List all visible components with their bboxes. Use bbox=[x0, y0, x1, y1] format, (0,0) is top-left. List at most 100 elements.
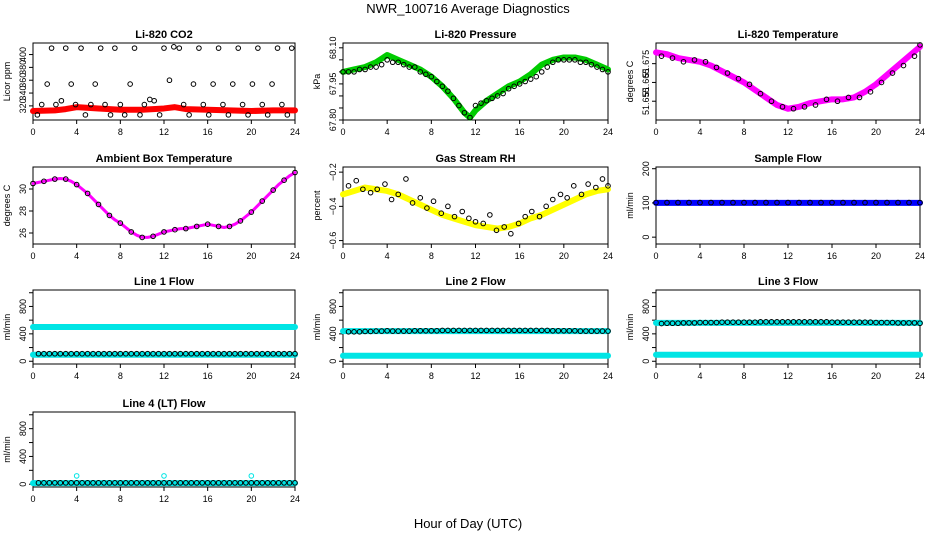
rh-averages-point bbox=[493, 227, 500, 234]
line-4-averages-point bbox=[204, 480, 211, 486]
co2-averages-point bbox=[264, 112, 271, 118]
pressure-averages-point bbox=[561, 57, 567, 63]
panel-7: Line 1 Flow 0 4 8 12 16 20 24 0 400 800 ml/min bbox=[2, 276, 300, 381]
pressure-averages-point bbox=[516, 81, 523, 87]
line-3-averages-point bbox=[895, 320, 901, 326]
y-tick-label: 800 bbox=[641, 299, 651, 314]
x-tick-label: 16 bbox=[827, 371, 837, 381]
box-temperature-averages-point bbox=[193, 223, 200, 230]
pressure-averages-point bbox=[467, 114, 473, 121]
line-4-spikes-point bbox=[248, 473, 255, 479]
line-2-averages-point bbox=[522, 327, 528, 334]
temperature-averages-point bbox=[790, 105, 797, 112]
x-tick-label: 16 bbox=[515, 371, 525, 381]
line-3-averages-point bbox=[790, 319, 797, 325]
panel-6: Sample Flow 0 4 8 12 16 20 24 0 100 200 ml/min bbox=[625, 153, 925, 261]
pressure-averages-point bbox=[588, 61, 595, 68]
line-2-averages-point bbox=[450, 327, 457, 334]
line-2-averages-point bbox=[411, 327, 418, 334]
panel-title: Gas Stream RH bbox=[435, 153, 515, 165]
x-tick-label: 20 bbox=[246, 127, 256, 137]
line-4-averages-point bbox=[79, 480, 85, 486]
line-4-averages-point bbox=[232, 480, 238, 486]
y-tick-label: 68.10 bbox=[328, 37, 338, 60]
box-temperature-averages-point bbox=[128, 229, 135, 235]
pressure-averages-point bbox=[527, 76, 534, 82]
x-tick-label: 12 bbox=[159, 127, 169, 137]
co2-averages-point bbox=[161, 45, 167, 51]
rh-averages-point bbox=[570, 183, 577, 189]
box-temperature-averages-point bbox=[281, 177, 287, 183]
box-temperature-averages-point bbox=[41, 178, 47, 185]
box-temperature-averages-point bbox=[172, 226, 178, 233]
line-4-averages-point bbox=[275, 480, 282, 486]
y-tick-label: 400 bbox=[18, 47, 28, 62]
pressure-averages-point bbox=[373, 64, 379, 70]
line-2-averages-point bbox=[423, 327, 429, 334]
co2-averages-point bbox=[284, 112, 291, 118]
line-4-averages-point bbox=[46, 480, 53, 486]
co2-averages-point bbox=[205, 112, 212, 118]
line-1-averages-point bbox=[79, 350, 85, 357]
rh-averages-point bbox=[605, 183, 611, 189]
co2-averages-point bbox=[102, 101, 108, 108]
rh-averages-point bbox=[345, 183, 352, 189]
pressure-averages-point bbox=[367, 64, 374, 70]
line-3-averages-point bbox=[867, 319, 874, 326]
co2-averages-point bbox=[176, 45, 183, 51]
panel-title: Line 3 Flow bbox=[758, 276, 818, 288]
pressure-averages-point bbox=[489, 95, 495, 102]
x-tick-label: 0 bbox=[30, 251, 35, 261]
line-3-averages-point bbox=[884, 319, 890, 326]
rh-averages-point bbox=[578, 191, 585, 198]
temperature-averages-point bbox=[691, 57, 698, 63]
x-tick-label: 0 bbox=[30, 127, 35, 137]
sample-flow-averages-point bbox=[906, 199, 912, 206]
pressure-averages-point bbox=[577, 59, 584, 66]
line-4-averages-point bbox=[101, 480, 107, 486]
line-1-averages-point bbox=[172, 350, 178, 357]
temperature-averages-point bbox=[680, 58, 687, 65]
panel-title: Li-820 Temperature bbox=[738, 29, 839, 41]
rh-averages-point bbox=[585, 181, 591, 187]
y-tick-label: 320 bbox=[18, 98, 28, 113]
y-tick-label: 0 bbox=[641, 235, 651, 240]
line-2-averages-point bbox=[605, 328, 611, 334]
line-1-averages-point bbox=[270, 350, 276, 357]
co2-averages-point bbox=[288, 45, 295, 51]
pressure-averages-point bbox=[500, 90, 506, 97]
y-tick-label: 0 bbox=[18, 359, 28, 364]
line-3-averages-point bbox=[889, 319, 896, 326]
line-1-averages-point bbox=[101, 350, 107, 357]
line-3-averages-point bbox=[691, 320, 698, 326]
box-temperature-averages-point bbox=[259, 198, 266, 204]
pressure-averages-point bbox=[533, 73, 540, 80]
line-2-averages-point bbox=[478, 327, 484, 334]
box-temperature-averages-point bbox=[215, 223, 222, 230]
pressure-averages-point bbox=[445, 88, 451, 94]
x-tick-label: 24 bbox=[290, 494, 300, 504]
rh-averages-point bbox=[599, 176, 606, 182]
co2-averages-point bbox=[72, 101, 79, 108]
line-2-averages-point bbox=[583, 328, 589, 334]
line-2-averages-point bbox=[511, 327, 517, 334]
co2-averages-point bbox=[196, 45, 202, 51]
co2-averages-point bbox=[62, 45, 69, 51]
pressure-averages-point bbox=[362, 66, 368, 73]
box-temperature-averages-point bbox=[30, 180, 36, 187]
co2-averages-point bbox=[255, 45, 261, 51]
line-2-averages-point bbox=[483, 327, 490, 334]
line-2-averages-point bbox=[494, 327, 501, 334]
box-temperature-averages-point bbox=[292, 169, 298, 176]
temperature-averages-point bbox=[735, 75, 742, 82]
x-tick-label: 20 bbox=[871, 127, 881, 137]
co2-averages-point bbox=[88, 101, 94, 108]
line-2-averages-point bbox=[351, 328, 357, 335]
rh-averages-point bbox=[593, 184, 599, 191]
y-tick-label: 400 bbox=[18, 449, 28, 464]
co2-averages-point bbox=[171, 44, 177, 50]
line-3-averages-point bbox=[669, 320, 676, 327]
x-tick-label: 0 bbox=[340, 127, 345, 137]
y-tick-label: 800 bbox=[18, 421, 28, 436]
